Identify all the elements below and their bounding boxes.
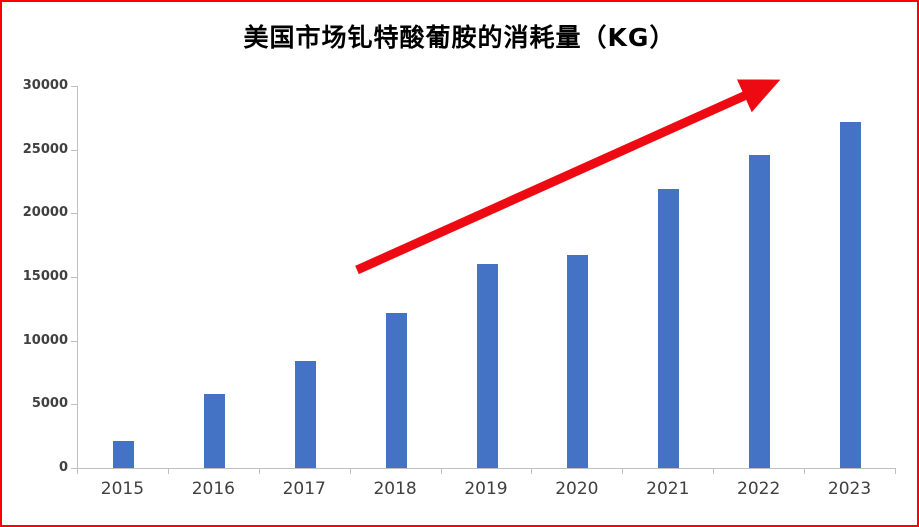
bar-2022 (749, 155, 771, 468)
y-axis-tick (71, 86, 77, 87)
x-axis-tick (77, 469, 78, 474)
x-axis-label-2020: 2020 (555, 479, 599, 499)
x-axis-tick (531, 469, 533, 474)
x-axis-tick (258, 469, 260, 474)
x-axis-label-2019: 2019 (464, 479, 508, 499)
y-axis-label-20000: 20000 (22, 205, 68, 221)
y-axis-label-25000: 25000 (22, 141, 68, 157)
y-axis-label-30000: 30000 (22, 78, 68, 93)
x-axis-tick (349, 469, 351, 474)
y-axis-tick (71, 150, 77, 151)
x-axis-label-2021: 2021 (646, 479, 690, 499)
bar-2023 (840, 122, 862, 468)
y-axis-label-15000: 15000 (22, 269, 68, 284)
plot-area (77, 86, 896, 469)
x-axis-label-2022: 2022 (737, 479, 781, 499)
x-axis-label-2016: 2016 (191, 479, 235, 499)
bar-2020 (567, 255, 589, 468)
bar-2016 (203, 394, 225, 468)
x-axis-tick (804, 469, 806, 474)
x-axis-label-2017: 2017 (282, 479, 326, 499)
bar-2018 (385, 313, 407, 468)
bar-2021 (658, 189, 680, 468)
x-axis-label-2015: 2015 (100, 479, 145, 499)
y-axis-label-10000: 10000 (22, 332, 68, 348)
x-axis-tick (713, 469, 715, 474)
y-axis-tick (71, 277, 77, 278)
x-axis-label-2023: 2023 (827, 479, 872, 499)
chart-title: 美国市场钆特酸葡胺的消耗量（KG） (243, 23, 676, 52)
x-axis-tick (895, 469, 896, 474)
y-axis-tick (71, 341, 77, 342)
bar-2019 (476, 264, 498, 468)
y-axis-tick (71, 468, 77, 469)
bar-2017 (294, 361, 316, 468)
bar-2015 (112, 441, 134, 468)
x-axis-tick (167, 469, 169, 474)
x-axis-tick (440, 469, 442, 474)
x-axis-tick (622, 469, 624, 474)
y-axis-tick (71, 213, 77, 214)
x-axis-label-2018: 2018 (373, 479, 417, 499)
y-axis-tick (71, 404, 77, 405)
y-axis-label-5000: 5000 (31, 396, 68, 412)
y-axis-label-0: 0 (58, 460, 68, 475)
